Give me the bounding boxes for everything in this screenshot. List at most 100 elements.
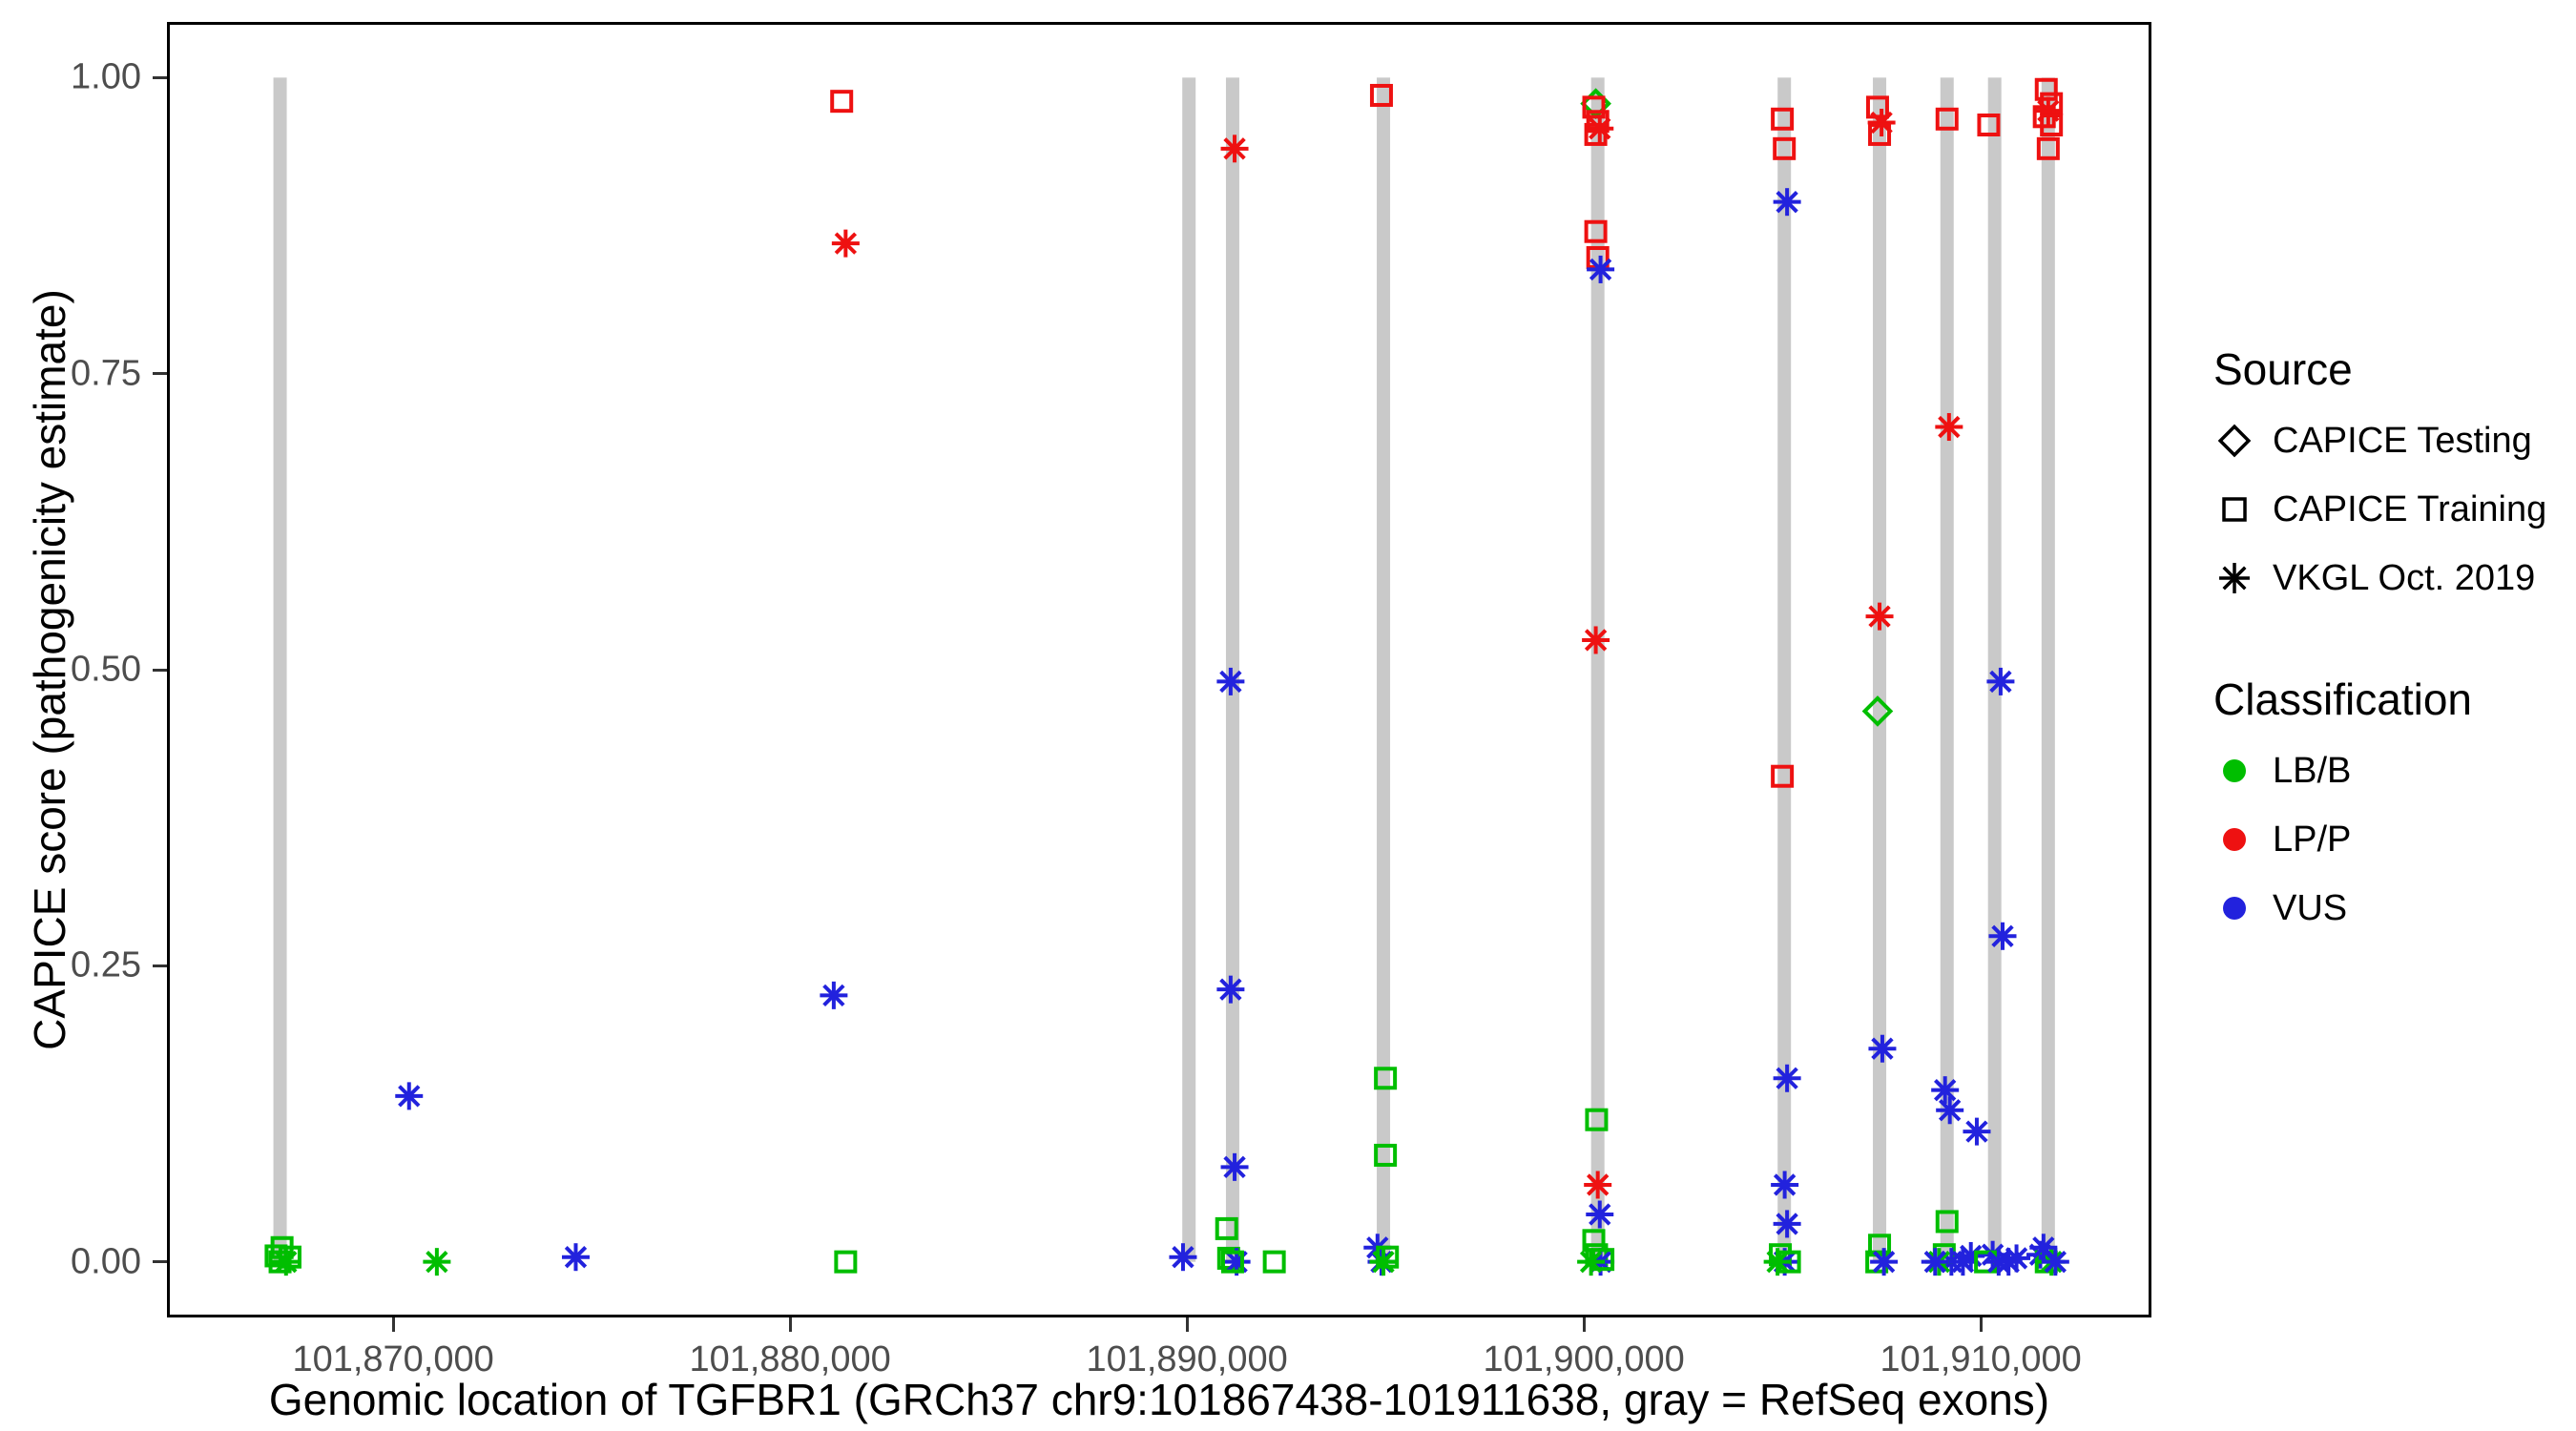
y-tick: [153, 372, 167, 376]
y-tick-label: 0.75: [71, 353, 141, 394]
plot-area: [167, 22, 2151, 1317]
x-tick-label: 101,910,000: [1880, 1339, 2082, 1379]
data-point: [1577, 1248, 1606, 1276]
data-point: [1773, 1210, 1801, 1238]
exon-bar: [273, 77, 287, 1262]
data-point: [1374, 1067, 1398, 1090]
data-point: [1921, 1248, 1949, 1276]
square-open-icon: [2222, 497, 2247, 522]
x-tick: [391, 1317, 395, 1332]
exon-bar: [1987, 77, 2002, 1262]
data-point: [395, 1082, 424, 1110]
data-point: [1935, 1210, 1959, 1234]
data-point: [2222, 497, 2247, 522]
x-tick-label: 101,880,000: [689, 1339, 891, 1379]
y-tick-label: 1.00: [71, 56, 141, 97]
x-tick: [1185, 1317, 1189, 1332]
data-point: [2034, 77, 2058, 101]
panel-border: [167, 22, 2151, 1317]
data-point: [1216, 975, 1245, 1004]
legend: Source CAPICE Testing CAPICE Training VK…: [2213, 343, 2576, 956]
data-point: [1586, 1200, 1614, 1229]
data-point: [1936, 1096, 1964, 1125]
legend-label: CAPICE Testing: [2273, 420, 2532, 461]
y-tick-label: 0.00: [71, 1241, 141, 1282]
data-point: [1986, 667, 2015, 695]
data-point: [1868, 122, 1892, 146]
data-point: [1262, 1250, 1286, 1274]
y-tick: [153, 1260, 167, 1264]
data-point: [1763, 1248, 1792, 1276]
data-point: [2217, 424, 2252, 458]
blue-circle-icon: [2223, 897, 2246, 920]
data-point: [1988, 922, 2017, 950]
legend-item-capice-training: CAPICE Training: [2213, 488, 2576, 530]
data-point: [1931, 1076, 1960, 1105]
data-point: [1584, 219, 1608, 243]
data-point: [268, 1250, 292, 1274]
exon-bar: [1940, 77, 1954, 1262]
exon-bar: [1873, 77, 1887, 1262]
data-point: [1935, 107, 1959, 131]
y-tick-label: 0.50: [71, 649, 141, 690]
legend-item-lbb: LB/B: [2213, 750, 2576, 792]
data-point: [2223, 759, 2246, 782]
data-point: [2223, 828, 2246, 851]
data-point: [1169, 1243, 1197, 1272]
data-point: [1591, 1248, 1615, 1272]
data-point: [1220, 1250, 1244, 1274]
data-point: [2036, 136, 2060, 160]
exon-bar: [2041, 77, 2055, 1262]
data-point: [1773, 1064, 1801, 1092]
data-point: [1865, 602, 1894, 631]
legend-label: CAPICE Training: [2273, 488, 2547, 529]
data-point: [1868, 1034, 1897, 1063]
y-tick: [153, 668, 167, 672]
data-point: [831, 229, 860, 258]
data-point: [1215, 1216, 1238, 1240]
data-point: [1935, 413, 1963, 442]
y-tick: [153, 964, 167, 967]
data-point: [1771, 1171, 1799, 1199]
data-point: [1584, 1171, 1612, 1199]
data-point: [1587, 255, 1615, 283]
data-point: [1977, 113, 2001, 136]
data-point: [1220, 135, 1249, 163]
data-point: [1369, 1248, 1398, 1276]
data-point: [561, 1243, 590, 1272]
data-point: [2029, 1234, 2058, 1262]
data-point: [1582, 95, 1606, 119]
data-point: [834, 1250, 858, 1274]
legend-source-title: Source: [2213, 344, 2353, 394]
exon-bar: [1182, 77, 1196, 1262]
x-tick-label: 101,870,000: [292, 1339, 494, 1379]
legend-label: VUS: [2273, 887, 2348, 928]
legend-item-capice-testing: CAPICE Testing: [2213, 420, 2576, 462]
data-point: [2034, 96, 2063, 125]
data-point: [1773, 136, 1797, 160]
data-point: [1374, 1143, 1398, 1167]
x-tick-label: 101,900,000: [1483, 1339, 1685, 1379]
data-point: [2223, 897, 2246, 920]
data-point: [1771, 764, 1795, 788]
data-point: [1861, 695, 1894, 727]
red-circle-icon: [2223, 828, 2246, 851]
data-point: [1867, 109, 1896, 137]
data-point: [1582, 626, 1610, 654]
legend-label: VKGL Oct. 2019: [2273, 557, 2536, 598]
legend-item-lpp: LP/P: [2213, 819, 2576, 861]
data-point: [1369, 83, 1393, 107]
legend-label: LP/P: [2273, 819, 2352, 860]
y-tick: [153, 75, 167, 79]
data-point: [2003, 1244, 2031, 1273]
legend-item-vus: VUS: [2213, 887, 2576, 929]
data-point: [1216, 667, 1245, 695]
data-point: [1870, 1248, 1899, 1276]
x-tick: [1979, 1317, 1983, 1332]
data-point: [2040, 113, 2064, 136]
exon-bar: [1225, 77, 1239, 1262]
legend-label: LB/B: [2273, 750, 2352, 791]
exon-bar: [1777, 77, 1792, 1262]
x-tick: [1582, 1317, 1586, 1332]
